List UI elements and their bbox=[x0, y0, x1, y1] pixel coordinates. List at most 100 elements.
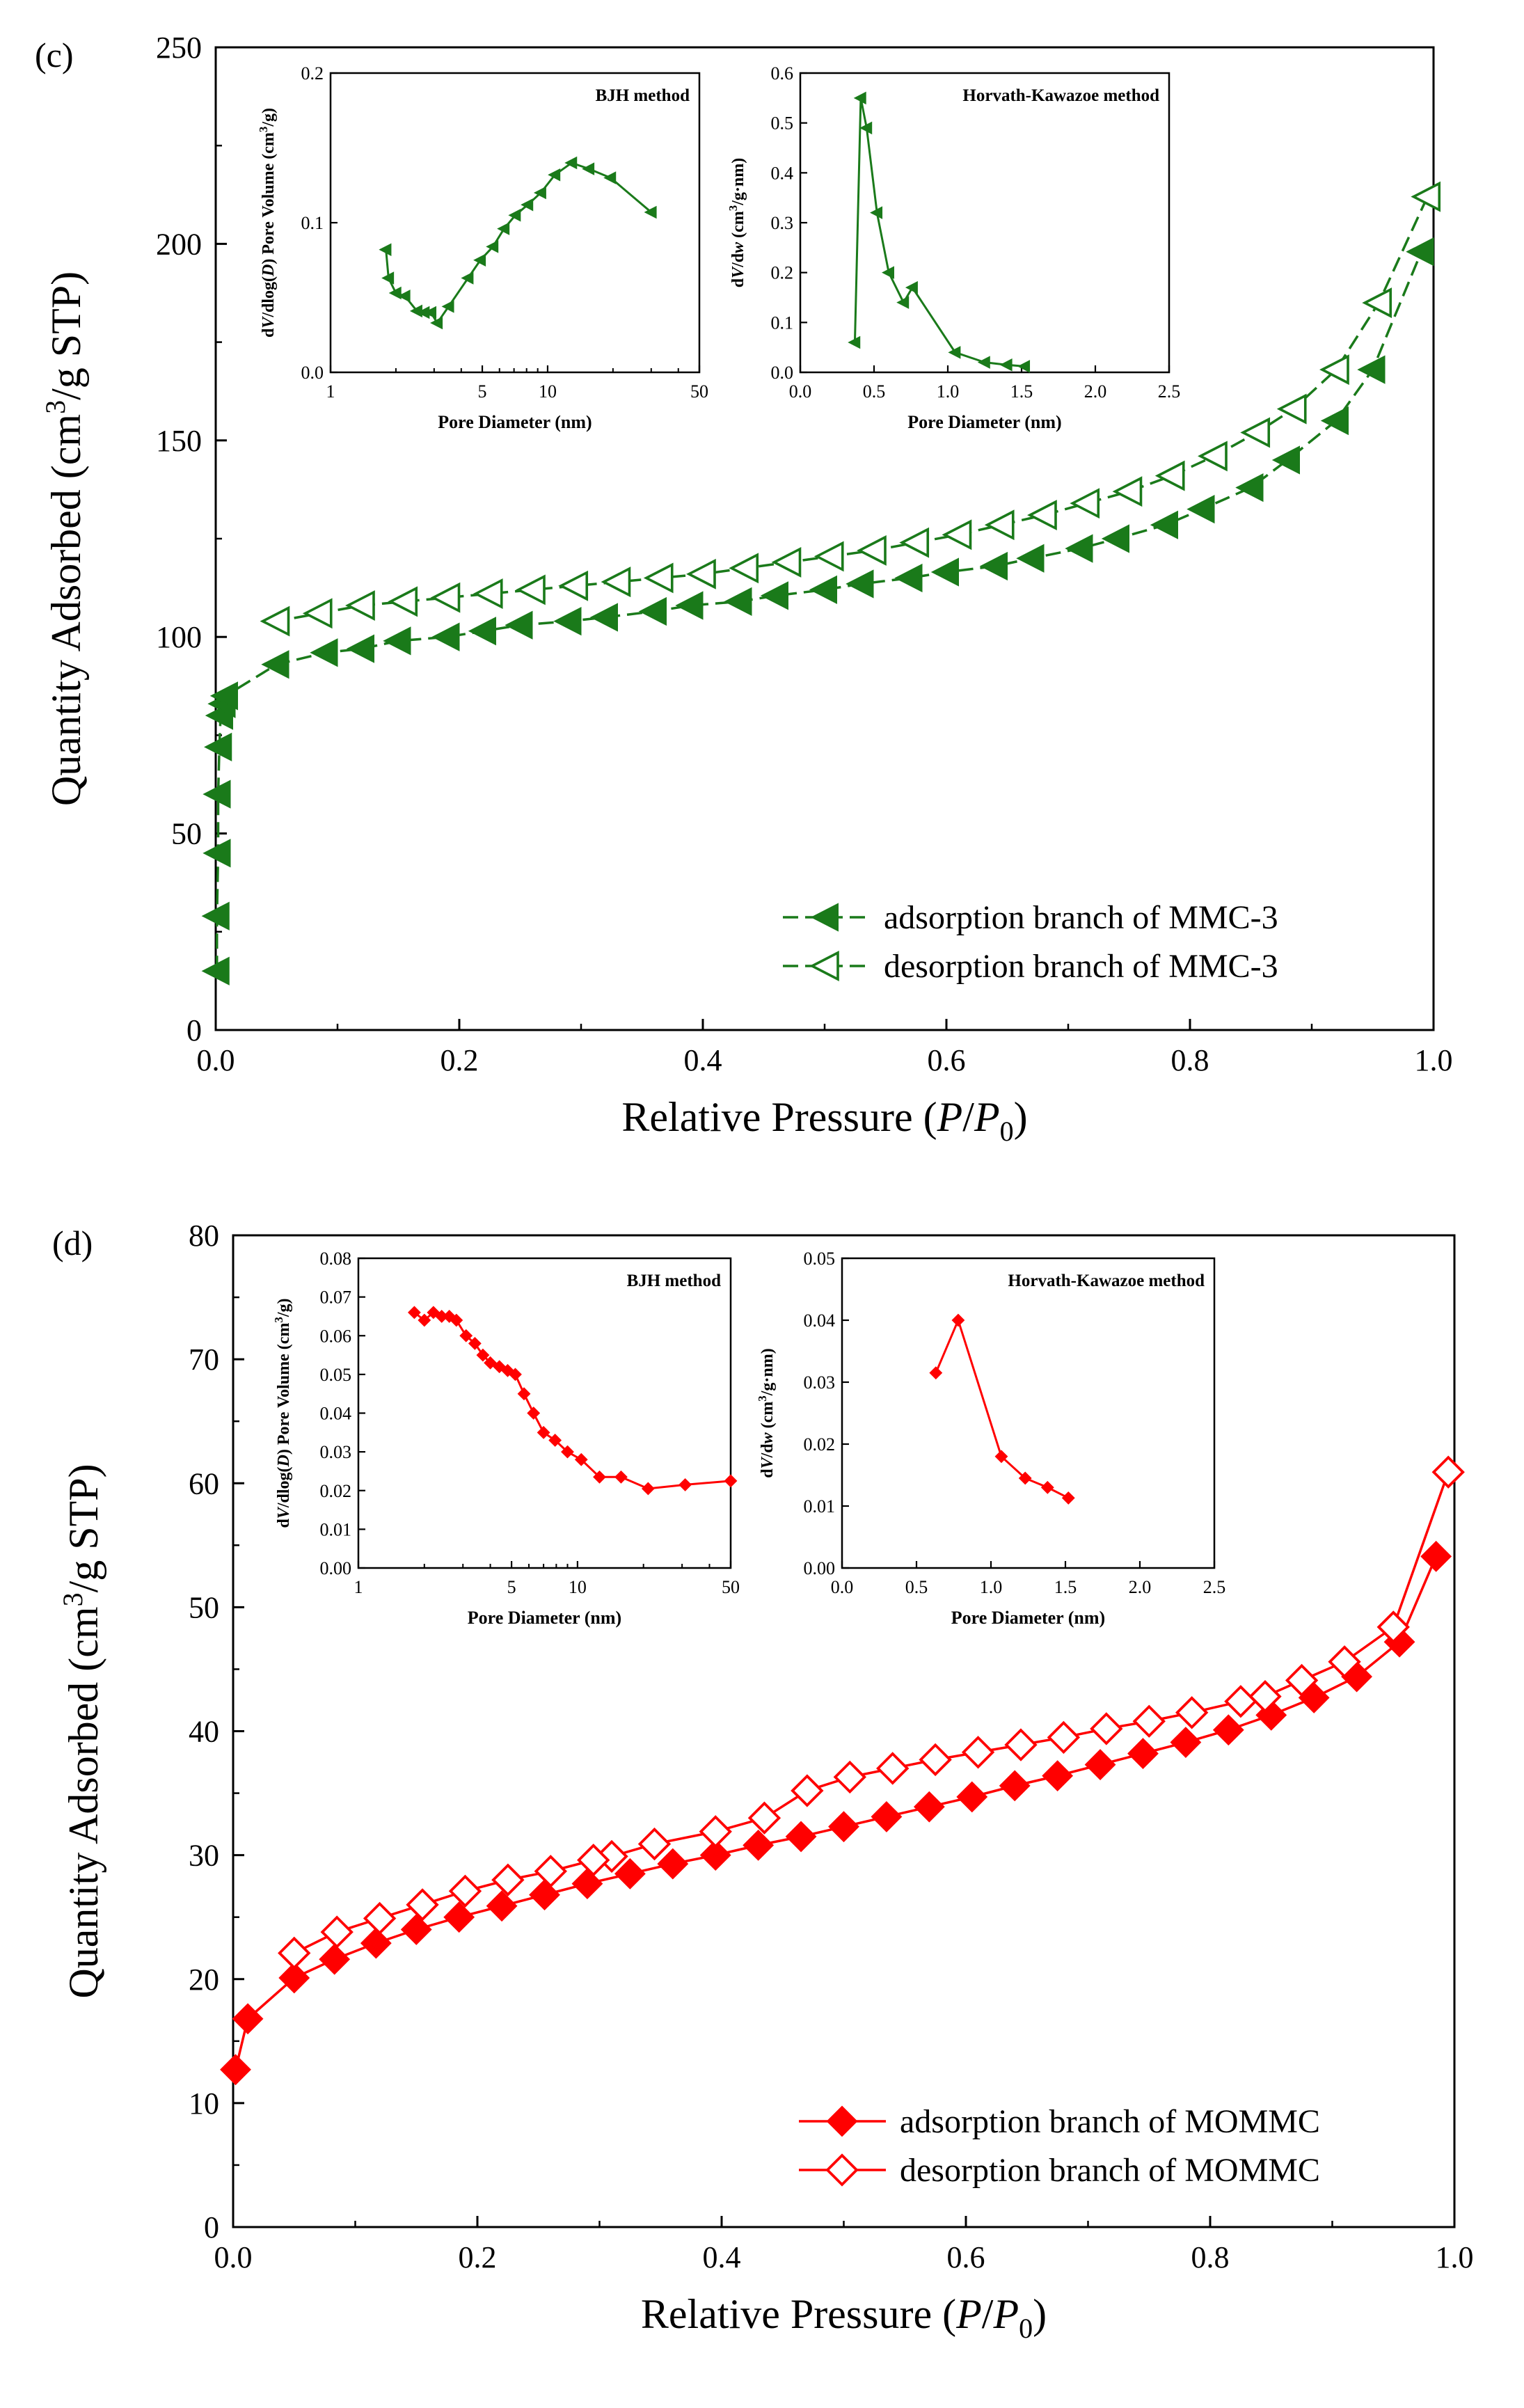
x-label-subscript: 0 bbox=[1000, 1116, 1014, 1147]
data-point bbox=[571, 1868, 603, 1900]
legend-label: desorption branch of MMC-3 bbox=[884, 948, 1278, 985]
inset-title: BJH method bbox=[627, 1272, 722, 1290]
data-point bbox=[363, 1901, 397, 1935]
inset-bjh-c: 1 5 10 50 0.0 0.1 0.2 BJH method Pore Diameter (… bbox=[257, 63, 708, 432]
data-point bbox=[1362, 287, 1392, 319]
y-axis-label: Quantity Adsorbed (cm3/g STP) bbox=[40, 271, 89, 806]
data-point bbox=[486, 1890, 518, 1922]
inset-y-label-text: /g·nm) bbox=[759, 1348, 777, 1396]
inset-data-point bbox=[527, 1407, 541, 1420]
data-point bbox=[771, 546, 802, 578]
y-tick-label: 30 bbox=[189, 1839, 219, 1873]
data-point bbox=[1170, 1727, 1202, 1758]
inset-x-label: Pore Diameter (nm) bbox=[468, 1608, 621, 1628]
data-point bbox=[675, 591, 704, 620]
data-point bbox=[1042, 1760, 1074, 1792]
inset-data-point bbox=[418, 1313, 431, 1327]
inset-frame bbox=[799, 72, 1170, 374]
data-point bbox=[529, 1879, 560, 1911]
x-tick-label: 0.6 bbox=[928, 1043, 966, 1077]
legend: adsorption branch of MMC-3 desorption bra… bbox=[783, 899, 1278, 985]
inset-data-point bbox=[548, 168, 561, 182]
data-point bbox=[516, 574, 546, 605]
data-point bbox=[846, 569, 874, 599]
inset-x-tick-label: 2.0 bbox=[1129, 1577, 1152, 1597]
inset-data-point bbox=[582, 162, 595, 175]
x-tick-label: 0.0 bbox=[214, 2240, 253, 2274]
inset-x-tick-label: 5 bbox=[507, 1577, 516, 1597]
inset-data-point bbox=[859, 121, 873, 135]
inset-data-point bbox=[533, 186, 546, 200]
data-point bbox=[220, 2054, 251, 2086]
inset-data-point bbox=[468, 1336, 482, 1350]
legend: adsorption branch of MOMMC desorption bra… bbox=[799, 2103, 1320, 2189]
y-tick-label: 150 bbox=[156, 424, 202, 458]
legend-label: adsorption branch of MMC-3 bbox=[884, 899, 1278, 936]
inset-y-tick-label: 0.07 bbox=[320, 1288, 352, 1308]
inset-data-point bbox=[593, 1470, 606, 1484]
inset-data-point bbox=[493, 1360, 507, 1374]
inset-y-tick-label: 0.3 bbox=[771, 213, 794, 233]
data-point bbox=[979, 551, 1008, 581]
inset-y-label-italic: V bbox=[729, 266, 747, 278]
data-point bbox=[791, 1774, 824, 1807]
data-point bbox=[1132, 1704, 1166, 1738]
inset-data-point bbox=[1018, 1471, 1032, 1485]
data-point bbox=[894, 563, 923, 593]
y-tick-label: 60 bbox=[189, 1466, 219, 1500]
x-label-italic: P bbox=[992, 2291, 1019, 2337]
inset-data-point bbox=[476, 1348, 490, 1362]
inset-data-point bbox=[484, 1356, 498, 1370]
x-label-text: Relative Pressure ( bbox=[641, 2291, 956, 2337]
data-point bbox=[1357, 355, 1386, 384]
data-point bbox=[785, 1821, 817, 1853]
inset-data-point bbox=[441, 300, 454, 313]
inset-x-tick-label: 0.5 bbox=[863, 381, 886, 402]
inset-y-tick-label: 0.1 bbox=[771, 312, 794, 333]
data-point bbox=[956, 1781, 988, 1813]
inset-data-point bbox=[678, 1478, 692, 1491]
data-point bbox=[260, 605, 290, 637]
data-point bbox=[553, 606, 582, 636]
data-point bbox=[346, 634, 374, 663]
inset-x-tick-label: 1.5 bbox=[1054, 1577, 1077, 1597]
y-tick-label: 0 bbox=[204, 2210, 219, 2244]
inset-y-label-text: /d bbox=[759, 1443, 777, 1459]
data-point bbox=[505, 610, 533, 640]
data-point bbox=[431, 622, 460, 651]
data-point bbox=[1248, 1679, 1282, 1713]
x-tick-label: 0.2 bbox=[459, 2240, 497, 2274]
data-point bbox=[1047, 1720, 1081, 1754]
inset-y-label-italic: D bbox=[260, 264, 278, 277]
inset-y-tick-label: 0.01 bbox=[804, 1496, 836, 1516]
inset-data-point bbox=[929, 1366, 943, 1380]
data-point bbox=[345, 590, 375, 621]
data-point bbox=[261, 650, 289, 679]
data-point bbox=[204, 732, 232, 761]
y-label-text: /g STP) bbox=[61, 1464, 106, 1592]
data-point bbox=[984, 509, 1015, 541]
inset-data-point bbox=[1040, 1480, 1054, 1494]
data-point bbox=[1240, 417, 1271, 448]
inset-data-point bbox=[497, 222, 510, 235]
inset-y-label-text: /dlog( bbox=[260, 276, 278, 318]
x-label-text: ) bbox=[1033, 2291, 1047, 2337]
data-point bbox=[1376, 1610, 1410, 1644]
x-label-italic: P bbox=[955, 2291, 982, 2337]
data-point bbox=[999, 1770, 1031, 1802]
data-point bbox=[1212, 1714, 1244, 1746]
y-label-text: Quantity Adsorbed (cm bbox=[61, 1606, 106, 1998]
inset-data-point bbox=[994, 1450, 1008, 1464]
inset-x-tick-label: 50 bbox=[690, 381, 708, 402]
inset-x-tick-label: 1 bbox=[354, 1577, 363, 1597]
inset-y-label: dV/dw (cm3/g·nm) bbox=[727, 158, 747, 288]
data-point bbox=[1186, 495, 1215, 524]
inset-x-label: Pore Diameter (nm) bbox=[438, 412, 592, 432]
inset-data-point bbox=[561, 1445, 574, 1459]
inset-data-point bbox=[397, 290, 411, 303]
x-label-text: / bbox=[982, 2291, 994, 2337]
data-point bbox=[876, 1752, 910, 1785]
data-point bbox=[643, 562, 674, 594]
y-tick-label: 50 bbox=[171, 817, 202, 851]
data-point bbox=[1328, 1645, 1361, 1679]
